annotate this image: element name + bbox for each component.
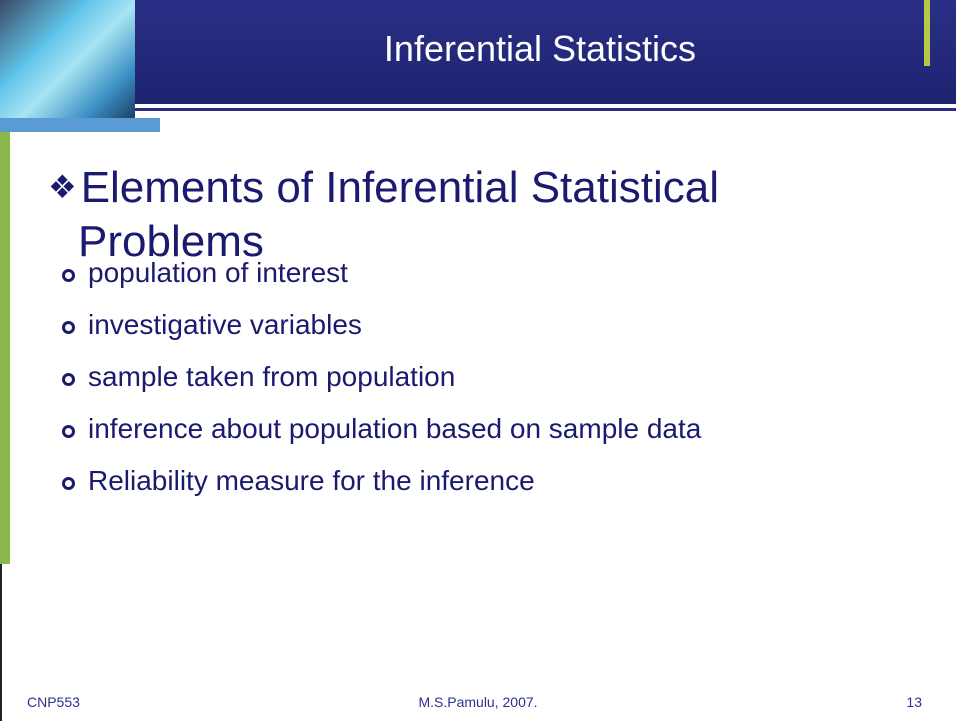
bullet-item: investigative variables xyxy=(62,308,832,341)
header-band xyxy=(135,0,956,104)
bullet-item: population of interest xyxy=(62,256,832,289)
footer-right: 13 xyxy=(906,694,922,710)
header-strip xyxy=(0,118,160,132)
bullet-heading: Elements of Inferential Statistical Prob… xyxy=(48,160,880,269)
bullet-list: population of interest investigative vari… xyxy=(62,256,832,516)
footer-left: CNP553 xyxy=(27,694,80,710)
slide-title: Inferential Statistics xyxy=(383,28,697,69)
side-bar xyxy=(0,132,10,564)
bullet-item: Reliability measure for the inference xyxy=(62,464,832,497)
header-rule xyxy=(135,108,956,111)
header-accent xyxy=(924,0,930,66)
bullet-item: sample taken from population xyxy=(62,360,832,393)
bullet-item: inference about population based on samp… xyxy=(62,412,832,445)
header-image xyxy=(0,0,135,118)
footer-center: M.S.Pamulu, 2007. xyxy=(418,694,538,710)
